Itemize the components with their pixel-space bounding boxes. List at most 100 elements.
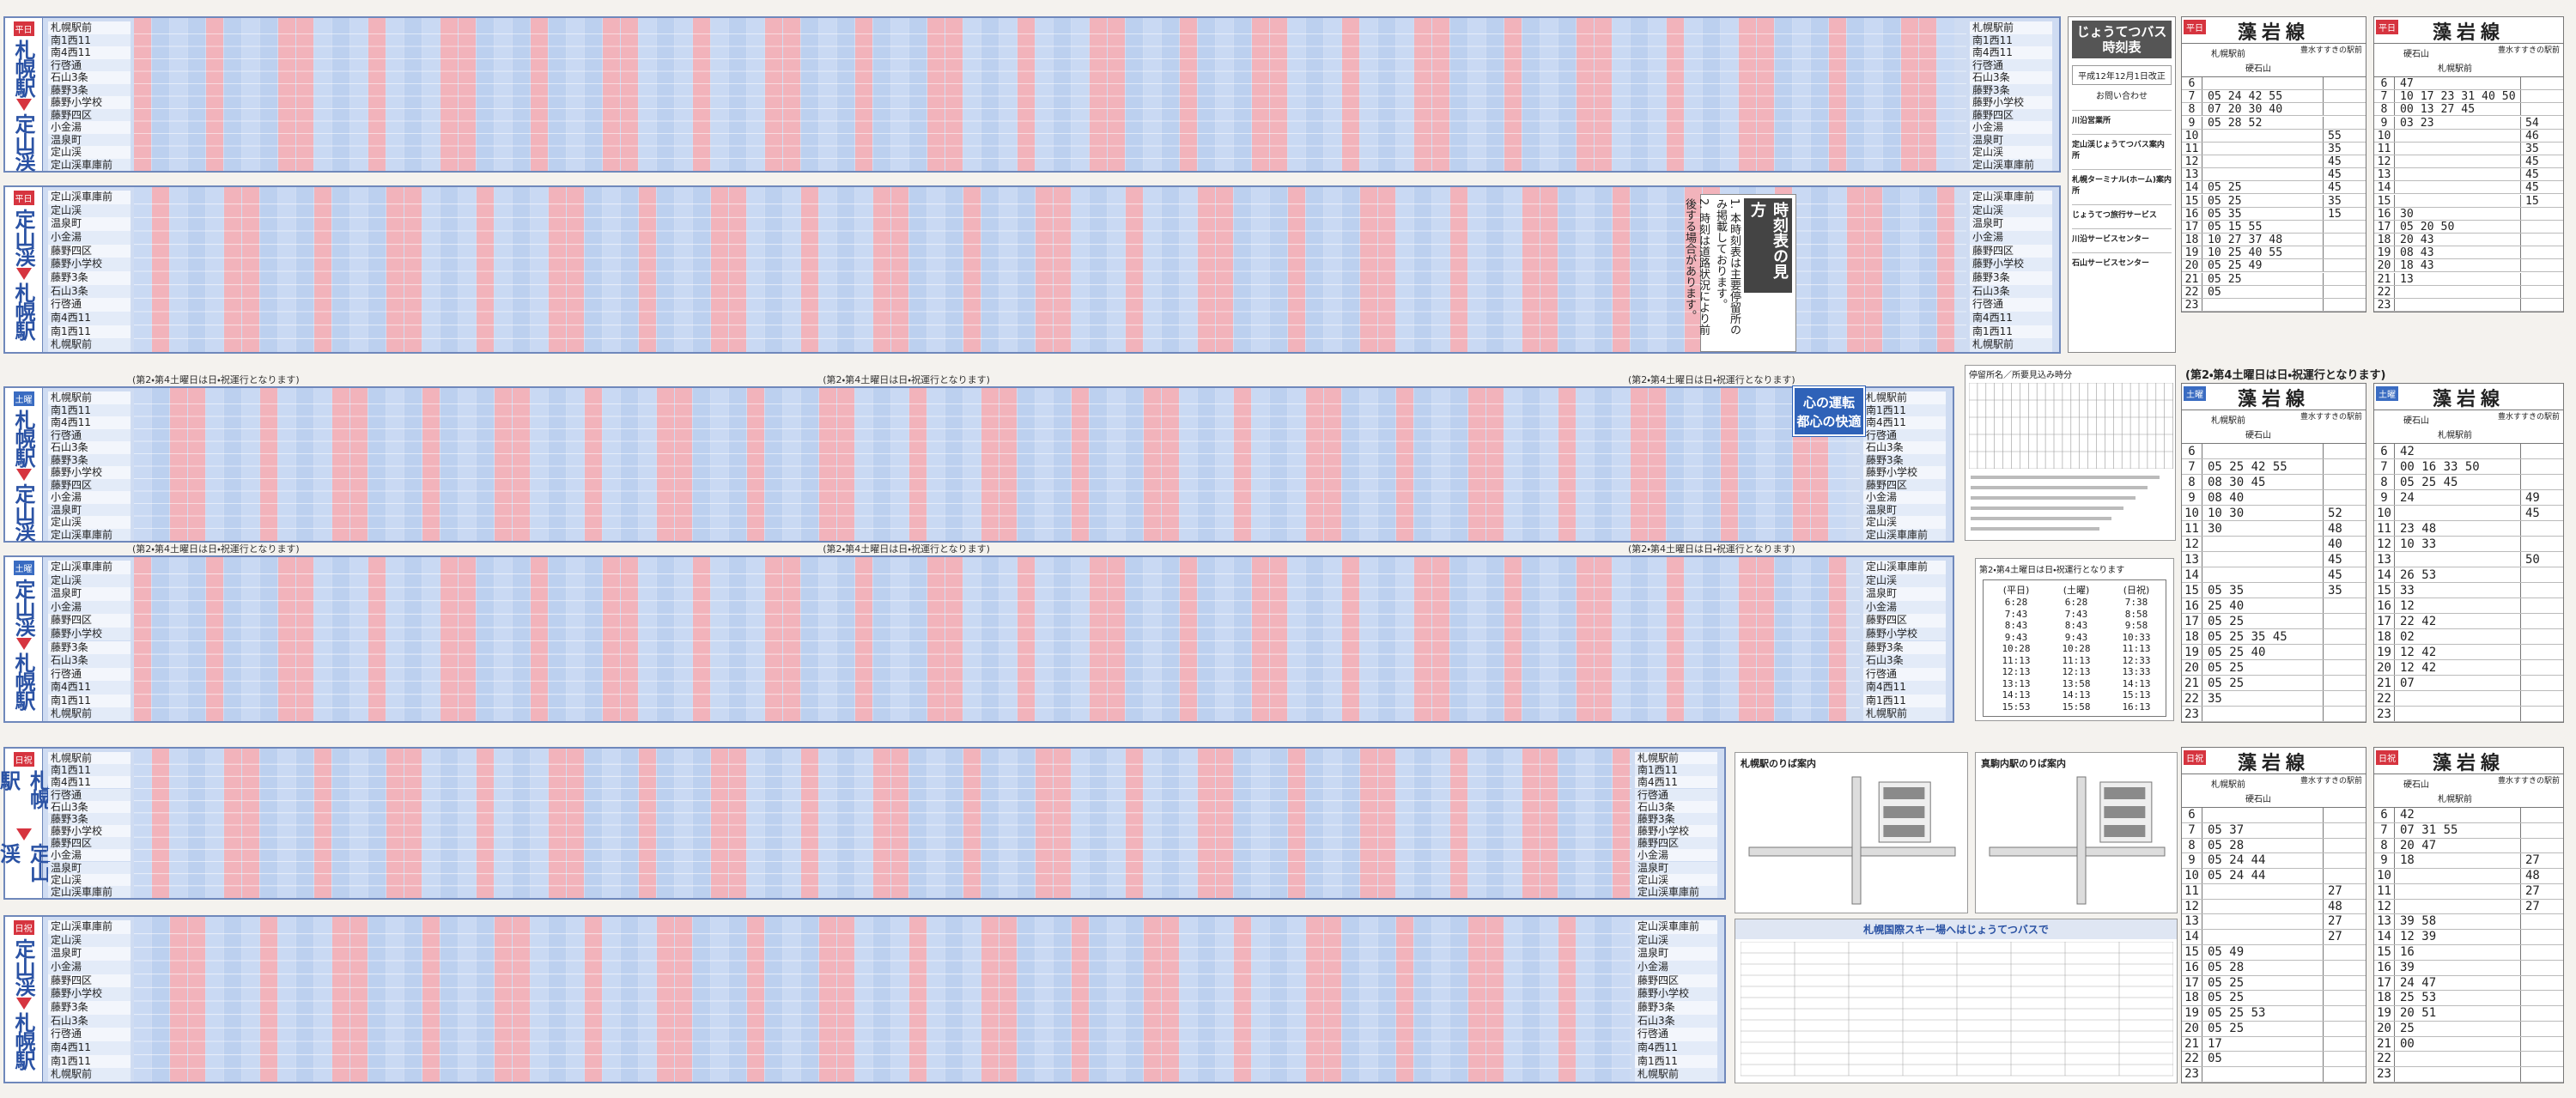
moiwa-hour: 6 (2374, 77, 2395, 90)
moiwa-head: 札幌駅前 硬石山 豊水すすきの駅前 (2182, 409, 2366, 444)
time-column (531, 187, 548, 352)
station-name: 定山渓車庫前 (48, 158, 131, 171)
moiwa-to: 硬石山 (2245, 795, 2271, 804)
moiwa-table: 土曜 藻岩線 札幌駅前 硬石山 豊水すすきの駅前 6 7 05 25 42 55 8 08 30 … (2181, 383, 2366, 723)
day-badge: 平日 (13, 21, 34, 36)
moiwa-hour: 15 (2182, 194, 2202, 208)
moiwa-row: 10 05 24 44 (2182, 869, 2366, 884)
time-column (531, 749, 548, 898)
moiwa-hour: 7 (2374, 459, 2395, 474)
moiwa-minutes: 17 (2208, 1036, 2222, 1051)
moiwa-hour: 14 (2374, 567, 2395, 582)
time-column (1126, 187, 1143, 352)
station-name: 定山渓車庫前 (1970, 191, 2052, 204)
time-column (1504, 557, 1522, 721)
time-column (332, 388, 349, 541)
moiwa-row: 11 35 (2182, 142, 2366, 155)
station-name: 行啓通 (1863, 428, 1946, 441)
time-column (1432, 388, 1449, 541)
time-column (1360, 388, 1377, 541)
moiwa-divider (2323, 808, 2324, 822)
time-grid (134, 557, 1860, 721)
time-column (909, 557, 927, 721)
moiwa-hour: 6 (2182, 77, 2202, 90)
moiwa-minutes: 35 (2525, 142, 2539, 155)
moiwa-row: 15 05 35 35 (2182, 583, 2366, 598)
time-column (1450, 749, 1467, 898)
time-column (1198, 917, 1215, 1082)
time-column (1432, 557, 1449, 721)
time-column (1396, 187, 1413, 352)
moiwa-divider (2323, 1006, 2324, 1021)
time-column (1811, 557, 1828, 721)
moiwa-divider (2520, 598, 2521, 613)
moiwa-divider (2323, 142, 2324, 155)
moiwa-row: 9 03 23 54 (2374, 116, 2563, 130)
time-column (1558, 557, 1576, 721)
station-name: 南1西11 (48, 33, 131, 46)
time-column (765, 187, 782, 352)
moiwa-minutes: 27 (2525, 899, 2540, 913)
time-column (783, 749, 800, 898)
moiwa-hour: 13 (2182, 552, 2202, 567)
station-name: 定山渓車庫前 (48, 885, 131, 898)
day-badge: 平日 (2184, 20, 2206, 34)
moiwa-row: 9 05 24 44 (2182, 853, 2366, 870)
time-column (1396, 18, 1413, 171)
time-column (1378, 557, 1395, 721)
stops-box: 停留所名／所要見込み時分 (1965, 365, 2176, 541)
moiwa-divider (2323, 914, 2324, 930)
time-column (1522, 388, 1540, 541)
station-name: 藤野小学校 (1863, 466, 1946, 479)
time-column (999, 18, 1017, 171)
moiwa-divider (2323, 583, 2324, 598)
time-column (1144, 18, 1161, 171)
station-name: 札幌駅前 (1863, 707, 1946, 721)
time-column (1540, 557, 1558, 721)
time-column (296, 18, 313, 171)
moiwa-divider (2323, 883, 2324, 899)
time-column (332, 187, 349, 352)
moiwa-divider (2520, 181, 2521, 194)
moiwa-hour: 19 (2182, 645, 2202, 659)
moiwa-hour: 10 (2374, 506, 2395, 520)
time-column (1613, 187, 1630, 352)
time-column (1649, 18, 1666, 171)
moiwa-hour: 19 (2182, 246, 2202, 259)
time-column (837, 388, 854, 541)
time-column (1414, 388, 1431, 541)
time-column (657, 18, 674, 171)
moiwa-divider (2323, 129, 2324, 142)
moiwa-row: 17 05 25 (2182, 614, 2366, 629)
moiwa-row: 18 10 27 37 48 (2182, 234, 2366, 247)
time-column (711, 18, 728, 171)
time-column (1054, 187, 1071, 352)
time-column (1252, 18, 1269, 171)
time-column (783, 388, 800, 541)
moiwa-minutes: 20 47 (2400, 838, 2437, 852)
moiwa-minutes: 05 25 (2208, 975, 2245, 990)
time-column (855, 18, 872, 171)
time-column (549, 557, 566, 721)
map-box: 札幌駅のりば案内 (1735, 752, 1968, 913)
moiwa-row: 10 55 (2182, 129, 2366, 143)
time-column (1486, 388, 1504, 541)
time-column (927, 187, 945, 352)
route-panel: 日祝 定山渓 札幌駅 定山渓車庫前 定山渓車庫前 定山渓 定山渓 温泉町 温泉町 小金湯 小金湯 藤野… (3, 915, 1726, 1083)
express-box: 第2・第4土曜日は日・祝運行となります (平日) 6:28 7:43 8:43 9:43 1… (1975, 558, 2174, 721)
moiwa-minutes: 05 25 49 (2208, 259, 2263, 273)
moiwa-hour: 8 (2374, 475, 2395, 489)
station-name: 藤野四区 (48, 478, 131, 491)
time-column (783, 557, 800, 721)
express-time: 7:43 (2064, 608, 2088, 620)
time-column (603, 917, 620, 1082)
time-column (1468, 187, 1485, 352)
time-column (134, 187, 151, 352)
time-column (1739, 18, 1756, 171)
time-column (1162, 388, 1179, 541)
moiwa-divider (2323, 220, 2324, 233)
moiwa-divider (2323, 1067, 2324, 1082)
time-column (891, 917, 908, 1082)
time-column (801, 917, 818, 1082)
time-column (981, 18, 999, 171)
